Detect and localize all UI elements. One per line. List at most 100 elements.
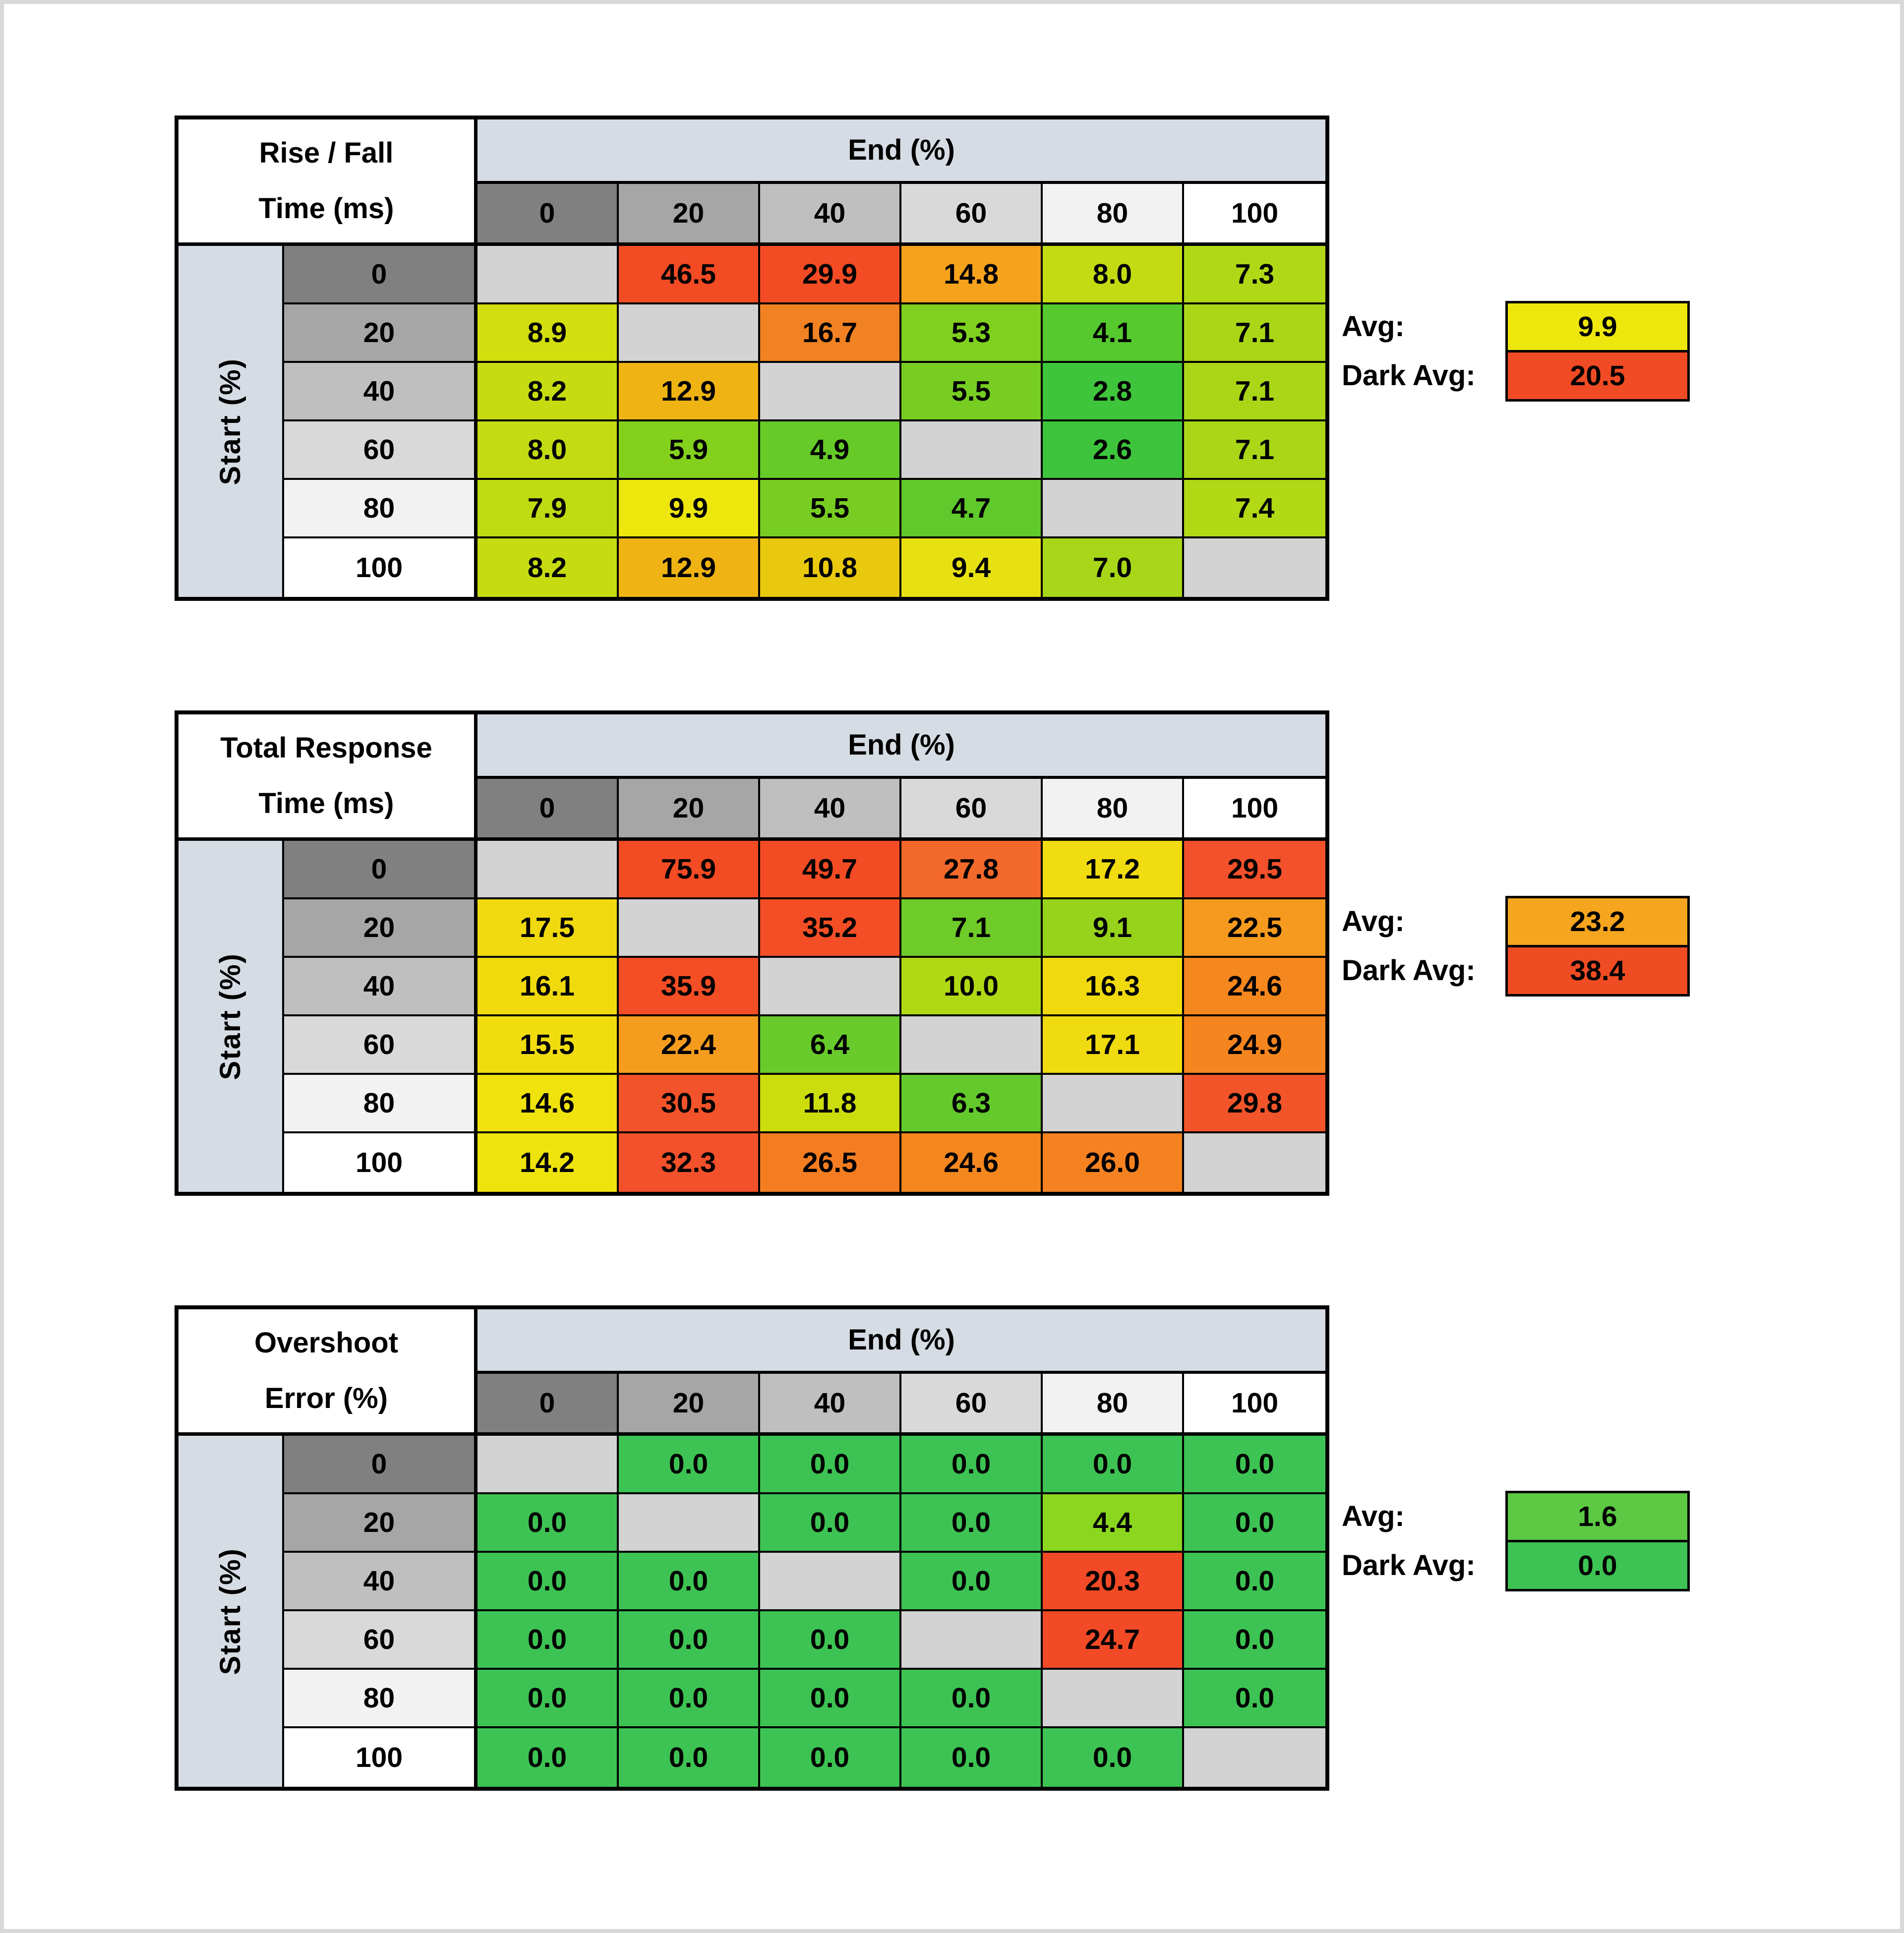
cell-start20-end40: 0.0 [760, 1494, 901, 1553]
row-header-60: 60 [284, 1016, 477, 1075]
avg-panel: Avg: 23.2 Dark Avg: 38.4 [1342, 896, 1709, 996]
table-title-line: Overshoot [254, 1327, 399, 1359]
avg-label: Avg: [1342, 310, 1405, 343]
cell-start40-end0: 16.1 [477, 958, 619, 1016]
cell-start100-end40: 0.0 [760, 1728, 901, 1787]
end-axis-label: End (%) [477, 1309, 1325, 1374]
cell-diagonal-0 [477, 1436, 619, 1494]
cell-start60-end0: 15.5 [477, 1016, 619, 1075]
matrix-table-rise-fall-time: Rise / Fall Time (ms) End (%) 0 20 40 60 80 100 S… [175, 116, 1329, 601]
cell-start0-end60: 14.8 [901, 246, 1043, 304]
row-header-20: 20 [284, 899, 477, 958]
cell-start20-end60: 5.3 [901, 304, 1043, 363]
cell-start100-end60: 0.0 [901, 1728, 1043, 1787]
cell-diagonal-40 [760, 958, 901, 1016]
cell-diagonal-100 [1184, 1728, 1325, 1787]
cell-start80-end20: 9.9 [619, 480, 760, 538]
table-title-line: Time (ms) [258, 787, 394, 820]
dark-avg-row: Dark Avg: 38.4 [1342, 945, 1709, 996]
cell-start40-end0: 8.2 [477, 363, 619, 421]
avg-panel: Avg: 1.6 Dark Avg: 0.0 [1342, 1491, 1709, 1591]
col-header-0: 0 [477, 184, 619, 246]
cell-start20-end100: 0.0 [1184, 1494, 1325, 1553]
cell-start40-end60: 0.0 [901, 1553, 1043, 1611]
start-axis-label: Start (%) [214, 357, 246, 485]
dark-avg-row: Dark Avg: 20.5 [1342, 350, 1709, 402]
dark-avg-label: Dark Avg: [1342, 954, 1476, 987]
cell-start60-end0: 0.0 [477, 1611, 619, 1670]
cell-start100-end80: 0.0 [1043, 1728, 1184, 1787]
col-header-60: 60 [901, 1374, 1043, 1436]
cell-start100-end40: 26.5 [760, 1133, 901, 1192]
cell-start40-end80: 20.3 [1043, 1553, 1184, 1611]
cell-start60-end20: 0.0 [619, 1611, 760, 1670]
cell-start40-end80: 16.3 [1043, 958, 1184, 1016]
col-header-80: 80 [1043, 779, 1184, 841]
row-header-60: 60 [284, 421, 477, 480]
cell-start100-end0: 0.0 [477, 1728, 619, 1787]
cell-start80-end0: 0.0 [477, 1670, 619, 1728]
row-header-40: 40 [284, 1553, 477, 1611]
row-header-60: 60 [284, 1611, 477, 1670]
cell-start80-end40: 5.5 [760, 480, 901, 538]
cell-start80-end100: 29.8 [1184, 1075, 1325, 1133]
dark-avg-value: 20.5 [1570, 359, 1625, 392]
cell-start100-end20: 32.3 [619, 1133, 760, 1192]
start-axis-label: Start (%) [214, 1547, 246, 1675]
cell-start0-end60: 27.8 [901, 841, 1043, 899]
col-header-60: 60 [901, 779, 1043, 841]
table-title: Rise / Fall Time (ms) [178, 119, 477, 246]
col-header-80: 80 [1043, 1374, 1184, 1436]
heatmap-tables: Rise / Fall Time (ms) End (%) 0 20 40 60 80 100 S… [4, 4, 1900, 1929]
avg-value: 9.9 [1578, 310, 1617, 343]
cell-start0-end100: 29.5 [1184, 841, 1325, 899]
cell-start0-end100: 7.3 [1184, 246, 1325, 304]
dark-avg-value: 0.0 [1578, 1549, 1617, 1582]
cell-start60-end20: 5.9 [619, 421, 760, 480]
cell-start20-end80: 9.1 [1043, 899, 1184, 958]
end-axis-label: End (%) [477, 119, 1325, 184]
cell-start80-end40: 0.0 [760, 1670, 901, 1728]
cell-start100-end20: 12.9 [619, 538, 760, 597]
cell-start60-end0: 8.0 [477, 421, 619, 480]
table-title: Overshoot Error (%) [178, 1309, 477, 1436]
cell-diagonal-40 [760, 363, 901, 421]
cell-start80-end0: 7.9 [477, 480, 619, 538]
dark-avg-value-box: 20.5 [1505, 350, 1690, 402]
cell-start80-end20: 0.0 [619, 1670, 760, 1728]
row-header-20: 20 [284, 304, 477, 363]
cell-start20-end80: 4.4 [1043, 1494, 1184, 1553]
heatmap-section-total-response-time: Total Response Time (ms) End (%) 0 20 40 60 80 1… [175, 710, 1712, 1206]
heatmap-section-rise-fall-time: Rise / Fall Time (ms) End (%) 0 20 40 60 80 100 S… [175, 116, 1712, 611]
cell-start20-end0: 17.5 [477, 899, 619, 958]
cell-start40-end20: 35.9 [619, 958, 760, 1016]
cell-diagonal-80 [1043, 1075, 1184, 1133]
cell-start20-end40: 16.7 [760, 304, 901, 363]
dark-avg-row: Dark Avg: 0.0 [1342, 1540, 1709, 1591]
cell-start60-end100: 7.1 [1184, 421, 1325, 480]
cell-start0-end80: 0.0 [1043, 1436, 1184, 1494]
dark-avg-value: 38.4 [1570, 954, 1625, 987]
row-header-0: 0 [284, 841, 477, 899]
cell-start40-end60: 10.0 [901, 958, 1043, 1016]
cell-start80-end100: 7.4 [1184, 480, 1325, 538]
cell-diagonal-80 [1043, 1670, 1184, 1728]
row-header-20: 20 [284, 1494, 477, 1553]
cell-start60-end20: 22.4 [619, 1016, 760, 1075]
start-axis-band: Start (%) [178, 246, 284, 597]
start-axis-label: Start (%) [214, 952, 246, 1080]
row-header-0: 0 [284, 246, 477, 304]
avg-row: Avg: 1.6 [1342, 1491, 1709, 1542]
cell-start0-end100: 0.0 [1184, 1436, 1325, 1494]
cell-start40-end60: 5.5 [901, 363, 1043, 421]
cell-start40-end20: 0.0 [619, 1553, 760, 1611]
start-axis-band: Start (%) [178, 841, 284, 1192]
cell-start0-end20: 0.0 [619, 1436, 760, 1494]
cell-diagonal-80 [1043, 480, 1184, 538]
cell-start20-end80: 4.1 [1043, 304, 1184, 363]
cell-start0-end40: 29.9 [760, 246, 901, 304]
cell-start40-end100: 0.0 [1184, 1553, 1325, 1611]
cell-start80-end0: 14.6 [477, 1075, 619, 1133]
cell-start0-end80: 8.0 [1043, 246, 1184, 304]
cell-start20-end100: 22.5 [1184, 899, 1325, 958]
